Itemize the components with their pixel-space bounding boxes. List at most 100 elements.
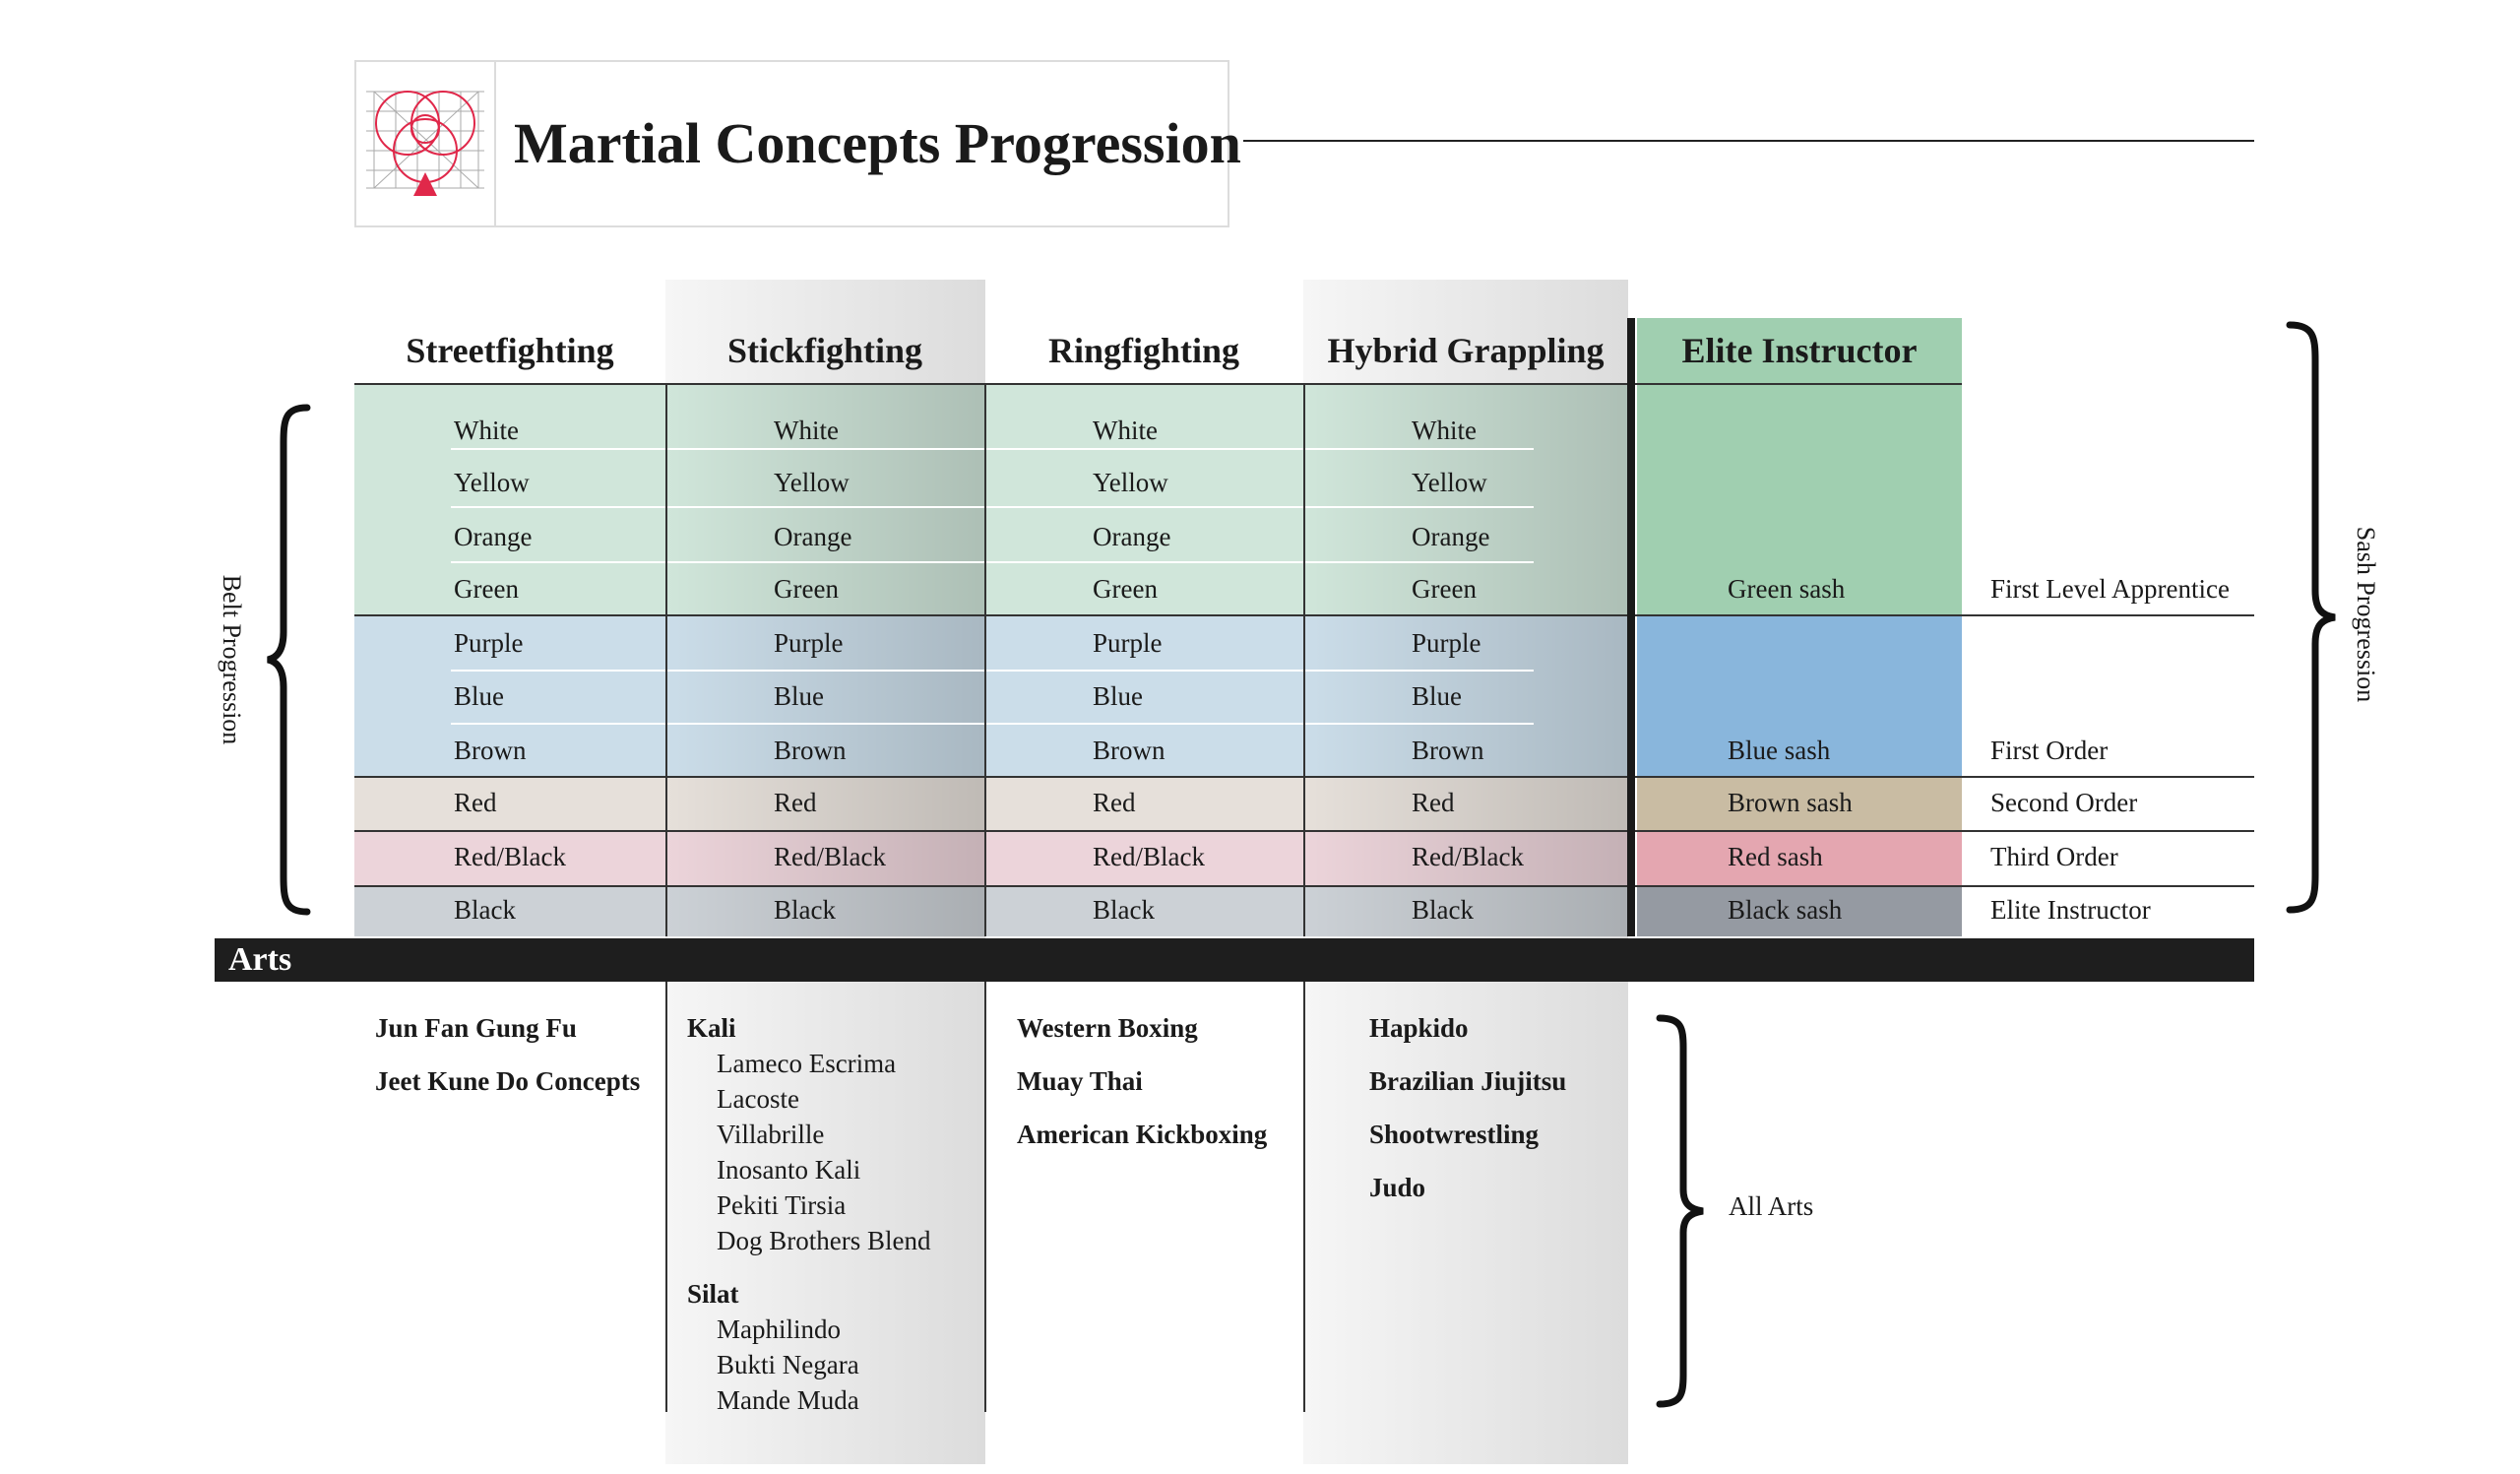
art-item: Pekiti Tirsia: [717, 1190, 847, 1220]
elite-black-cell: [1637, 886, 1962, 936]
belt-label: Black: [774, 895, 836, 925]
belt-label: Brown: [1412, 736, 1484, 765]
red-black-belt-band: [354, 831, 1634, 886]
art-item: Bukti Negara: [717, 1350, 859, 1379]
art-item: Lameco Escrima: [717, 1049, 897, 1078]
art-group-kali: Kali: [687, 1013, 736, 1043]
red-belt-band: [354, 777, 1634, 831]
all-arts-label: All Arts: [1729, 1191, 1814, 1221]
column-divider: [665, 385, 667, 936]
stickfighting-band-shade: [665, 385, 985, 936]
belt-label: Purple: [1093, 628, 1163, 658]
row-separator: [451, 670, 1534, 672]
sash-label-blue: Blue sash: [1728, 736, 1831, 765]
art-item: Inosanto Kali: [717, 1155, 861, 1185]
belt-label: Orange: [774, 522, 852, 551]
belt-progression-label: Belt Progression: [218, 574, 246, 745]
belt-label: Yellow: [1093, 468, 1168, 497]
column-header-stickfighting: Stickfighting: [726, 331, 923, 370]
art-item: American Kickboxing: [1017, 1120, 1268, 1149]
art-item: Mande Muda: [717, 1385, 859, 1415]
belt-label: Orange: [454, 522, 533, 551]
art-item: Jeet Kune Do Concepts: [375, 1066, 641, 1096]
belt-label: Brown: [774, 736, 847, 765]
art-item: Judo: [1369, 1173, 1426, 1202]
arts-column-divider: [1303, 982, 1305, 1412]
belt-label: Red: [454, 788, 497, 817]
art-item: Muay Thai: [1017, 1066, 1143, 1096]
row-separator: [451, 448, 1534, 450]
header-rule: [354, 383, 1962, 385]
elite-red-cell: [1637, 831, 1962, 886]
elite-header-cell: [1637, 318, 1962, 385]
arts-label: Arts: [228, 941, 292, 978]
art-item: Shootwrestling: [1369, 1120, 1540, 1149]
column-header-elite-instructor: Elite Instructor: [1681, 331, 1918, 370]
sash-progression-label: Sash Progression: [2352, 526, 2380, 703]
belt-label: Red/Black: [1093, 842, 1205, 871]
row-separator: [451, 506, 1534, 508]
belt-label: Red: [774, 788, 817, 817]
belt-label: Purple: [1412, 628, 1481, 658]
all-arts-brace-icon: [1656, 1014, 1704, 1408]
page-title: Martial Concepts Progression: [514, 111, 1241, 175]
sash-progression-brace-icon: [2286, 321, 2336, 914]
art-item: Brazilian Jiujitsu: [1369, 1066, 1567, 1096]
elite-divider: [1627, 318, 1635, 936]
logo: [356, 62, 496, 225]
elite-brown-cell: [1637, 777, 1962, 831]
belt-label: Orange: [1093, 522, 1171, 551]
black-belt-band: [354, 886, 1634, 936]
belt-label: Green: [454, 574, 519, 604]
art-item: Maphilindo: [717, 1314, 841, 1344]
belt-label: Brown: [454, 736, 527, 765]
belt-label: Black: [1412, 895, 1474, 925]
belt-label: White: [454, 416, 519, 445]
belt-label: Black: [454, 895, 516, 925]
belt-label: Purple: [774, 628, 844, 658]
belt-label: Green: [1412, 574, 1477, 604]
belt-label: Green: [774, 574, 839, 604]
belt-label: Orange: [1412, 522, 1490, 551]
column-header-ringfighting: Ringfighting: [1047, 331, 1240, 370]
green-bottom-rule: [354, 614, 1962, 616]
belt-label: Green: [1093, 574, 1158, 604]
belt-label: Brown: [1093, 736, 1166, 765]
sash-label-black: Black sash: [1728, 895, 1843, 925]
belt-label: Yellow: [774, 468, 850, 497]
art-item: Jun Fan Gung Fu: [375, 1013, 577, 1043]
belt-label: Yellow: [454, 468, 530, 497]
belt-label: Red: [1412, 788, 1455, 817]
sash-label-brown: Brown sash: [1728, 788, 1853, 817]
hybrid-band-shade: [1303, 385, 1628, 936]
sash-title-blue: First Order: [1990, 736, 2109, 765]
title-rule: [1243, 140, 2254, 142]
sash-title-green: First Level Apprentice: [1990, 574, 2230, 604]
belt-label: Black: [1093, 895, 1155, 925]
row-separator: [451, 561, 1534, 563]
belt-label: Red: [1093, 788, 1136, 817]
blue-belt-band: [354, 615, 1634, 777]
sash-label-green: Green sash: [1728, 574, 1846, 604]
sash-title-black: Elite Instructor: [1990, 895, 2151, 925]
art-item: Villabrille: [717, 1120, 825, 1149]
belt-label: Red/Black: [454, 842, 566, 871]
sash-title-red: Third Order: [1990, 842, 2118, 871]
sash-label-red: Red sash: [1728, 842, 1823, 871]
title-box: Martial Concepts Progression: [354, 60, 1241, 227]
column-header-streetfighting: Streetfighting: [406, 331, 614, 370]
belt-label: Purple: [454, 628, 524, 658]
arts-column-divider: [665, 982, 667, 1412]
column-divider: [1303, 385, 1305, 936]
art-item: Hapkido: [1369, 1013, 1469, 1043]
art-item: Dog Brothers Blend: [717, 1226, 931, 1255]
arts-column-divider: [984, 982, 986, 1412]
belt-label: Blue: [1093, 681, 1143, 711]
belt-label: Yellow: [1412, 468, 1487, 497]
belt-label: Blue: [454, 681, 504, 711]
elite-blue-cell: [1637, 615, 1962, 777]
belt-label: Blue: [774, 681, 824, 711]
column-header-hybrid-grappling: Hybrid Grappling: [1327, 331, 1605, 370]
elite-green-cell: [1637, 385, 1962, 615]
row-separator: [451, 723, 1534, 725]
